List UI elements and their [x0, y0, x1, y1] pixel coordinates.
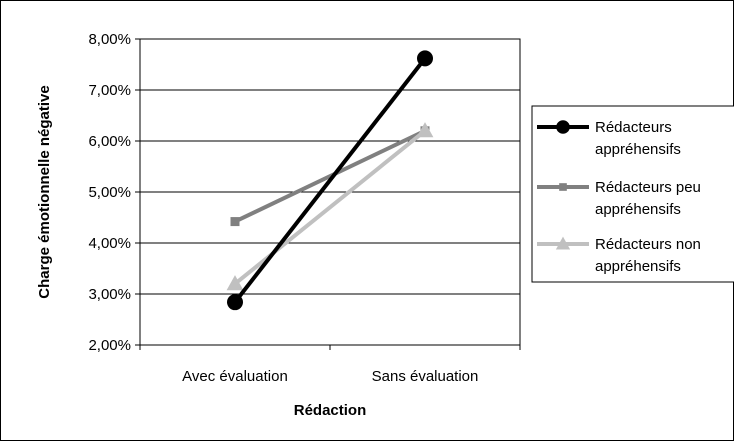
legend-entry: Rédacteurs non appréhensifs	[537, 236, 701, 275]
legend-entry: Rédacteurs appréhensifs	[537, 119, 681, 158]
y-axis-title: Charge émotionnelle négative	[36, 85, 53, 298]
legend: Rédacteurs appréhensifs Rédacteurs peu appr…	[531, 105, 734, 283]
data-point	[416, 122, 434, 138]
data-point	[226, 275, 244, 291]
y-tick-label: 7,00%	[88, 82, 131, 99]
y-tick-label: 2,00%	[88, 337, 131, 354]
series-layer	[226, 50, 434, 311]
legend-label: Rédacteurs non	[595, 236, 701, 253]
x-tick-label: Sans évaluation	[372, 368, 479, 385]
x-axis-ticks: Avec évaluation Sans évaluation	[139, 345, 521, 385]
series-line	[233, 57, 427, 304]
y-tick-label: 5,00%	[88, 184, 131, 201]
data-point	[417, 50, 433, 67]
y-tick-label: 3,00%	[88, 286, 131, 303]
y-tick-label: 4,00%	[88, 235, 131, 252]
data-point	[230, 217, 240, 227]
y-tick-label: 8,00%	[88, 31, 131, 48]
legend-label: appréhensifs	[595, 141, 681, 158]
data-point	[556, 120, 570, 134]
y-tick-label: 6,00%	[88, 133, 131, 150]
data-point	[559, 183, 567, 191]
legend-label: Rédacteurs	[595, 119, 672, 136]
x-tick-label: Avec évaluation	[182, 368, 288, 385]
data-point	[555, 236, 571, 250]
legend-label: Rédacteurs peu	[595, 179, 701, 196]
series-1	[227, 50, 433, 311]
series-line	[234, 128, 426, 224]
x-axis-title: Rédaction	[294, 402, 367, 419]
legend-label: appréhensifs	[595, 258, 681, 275]
plot-area	[139, 38, 521, 346]
legend-label: appréhensifs	[595, 201, 681, 218]
data-point	[227, 294, 243, 311]
legend-box	[531, 105, 734, 283]
legend-entry: Rédacteurs peu appréhensifs	[537, 179, 701, 218]
y-axis-ticks: 2,00% 3,00% 4,00% 5,00% 6,00% 7,00% 8,00%	[88, 31, 140, 354]
